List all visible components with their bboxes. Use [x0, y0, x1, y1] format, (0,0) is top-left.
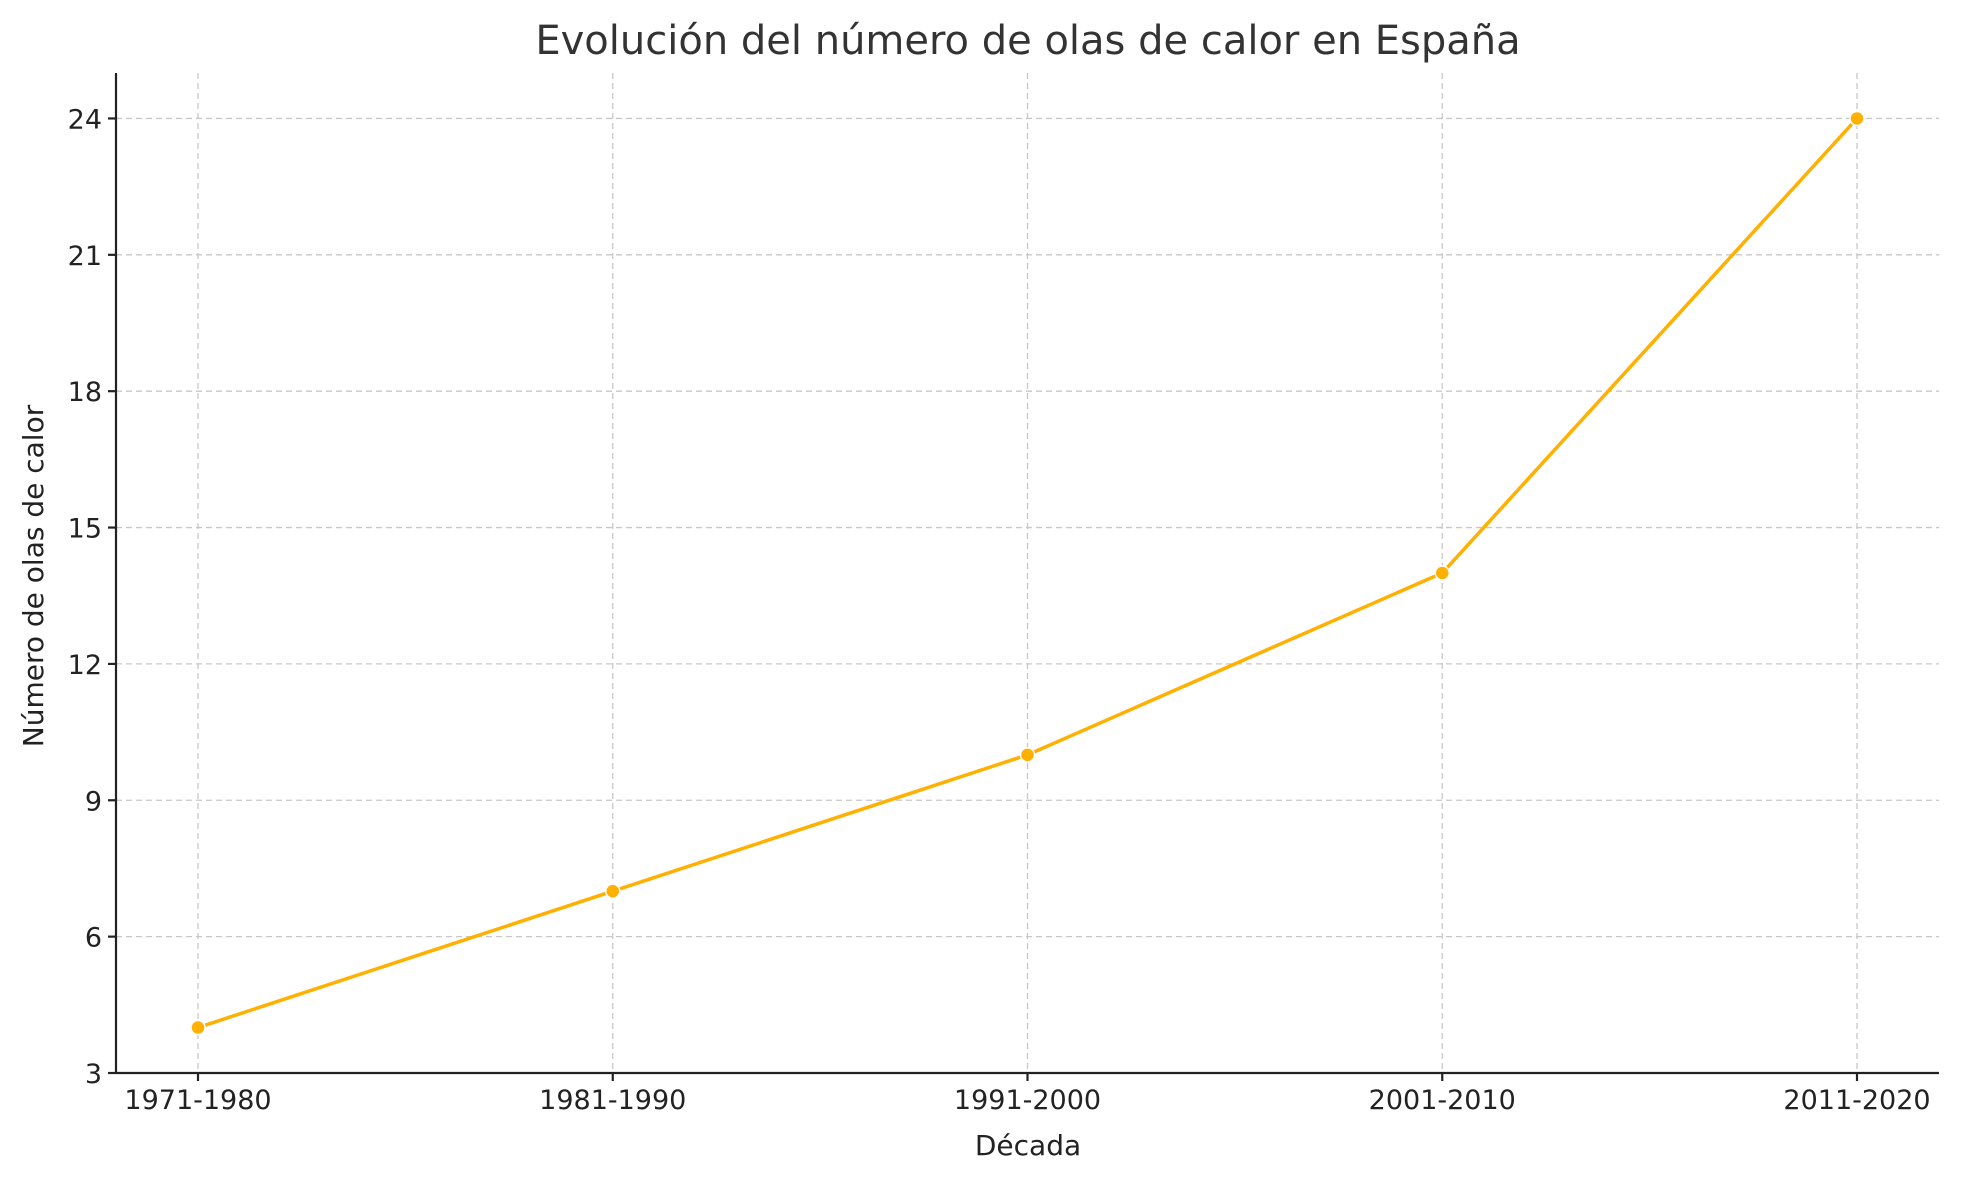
series [190, 110, 1865, 1036]
y-tick-label: 9 [85, 786, 102, 817]
y-axis-label: Número de olas de calor [17, 404, 50, 747]
x-tick-label: 2001-2010 [1369, 1085, 1516, 1116]
data-point [1434, 565, 1450, 581]
y-tick-label: 18 [68, 377, 102, 408]
y-tick-label: 15 [68, 514, 102, 545]
data-point [605, 883, 621, 899]
y-tick-label: 24 [68, 104, 102, 135]
axes: 1971-1980 1981-1990 1991-2000 2001-2010 2011… [68, 73, 1939, 1116]
data-point [1019, 747, 1036, 763]
y-tick-label: 12 [68, 650, 102, 681]
chart-title: Evolución del número de olas de calor en… [535, 18, 1520, 64]
x-tick-label: 1981-1990 [539, 1085, 686, 1116]
data-point [1849, 110, 1865, 127]
x-tick-label: 2011-2020 [1783, 1085, 1930, 1116]
y-tick-label: 6 [85, 923, 102, 954]
y-tick-label: 21 [68, 241, 102, 272]
grid-lines [116, 73, 1939, 1073]
y-tick-label: 3 [85, 1059, 102, 1090]
x-axis-label: Década [975, 1129, 1081, 1162]
x-tick-label: 1971-1980 [124, 1085, 271, 1116]
x-tick-label: 1991-2000 [954, 1085, 1101, 1116]
data-point [190, 1019, 206, 1036]
